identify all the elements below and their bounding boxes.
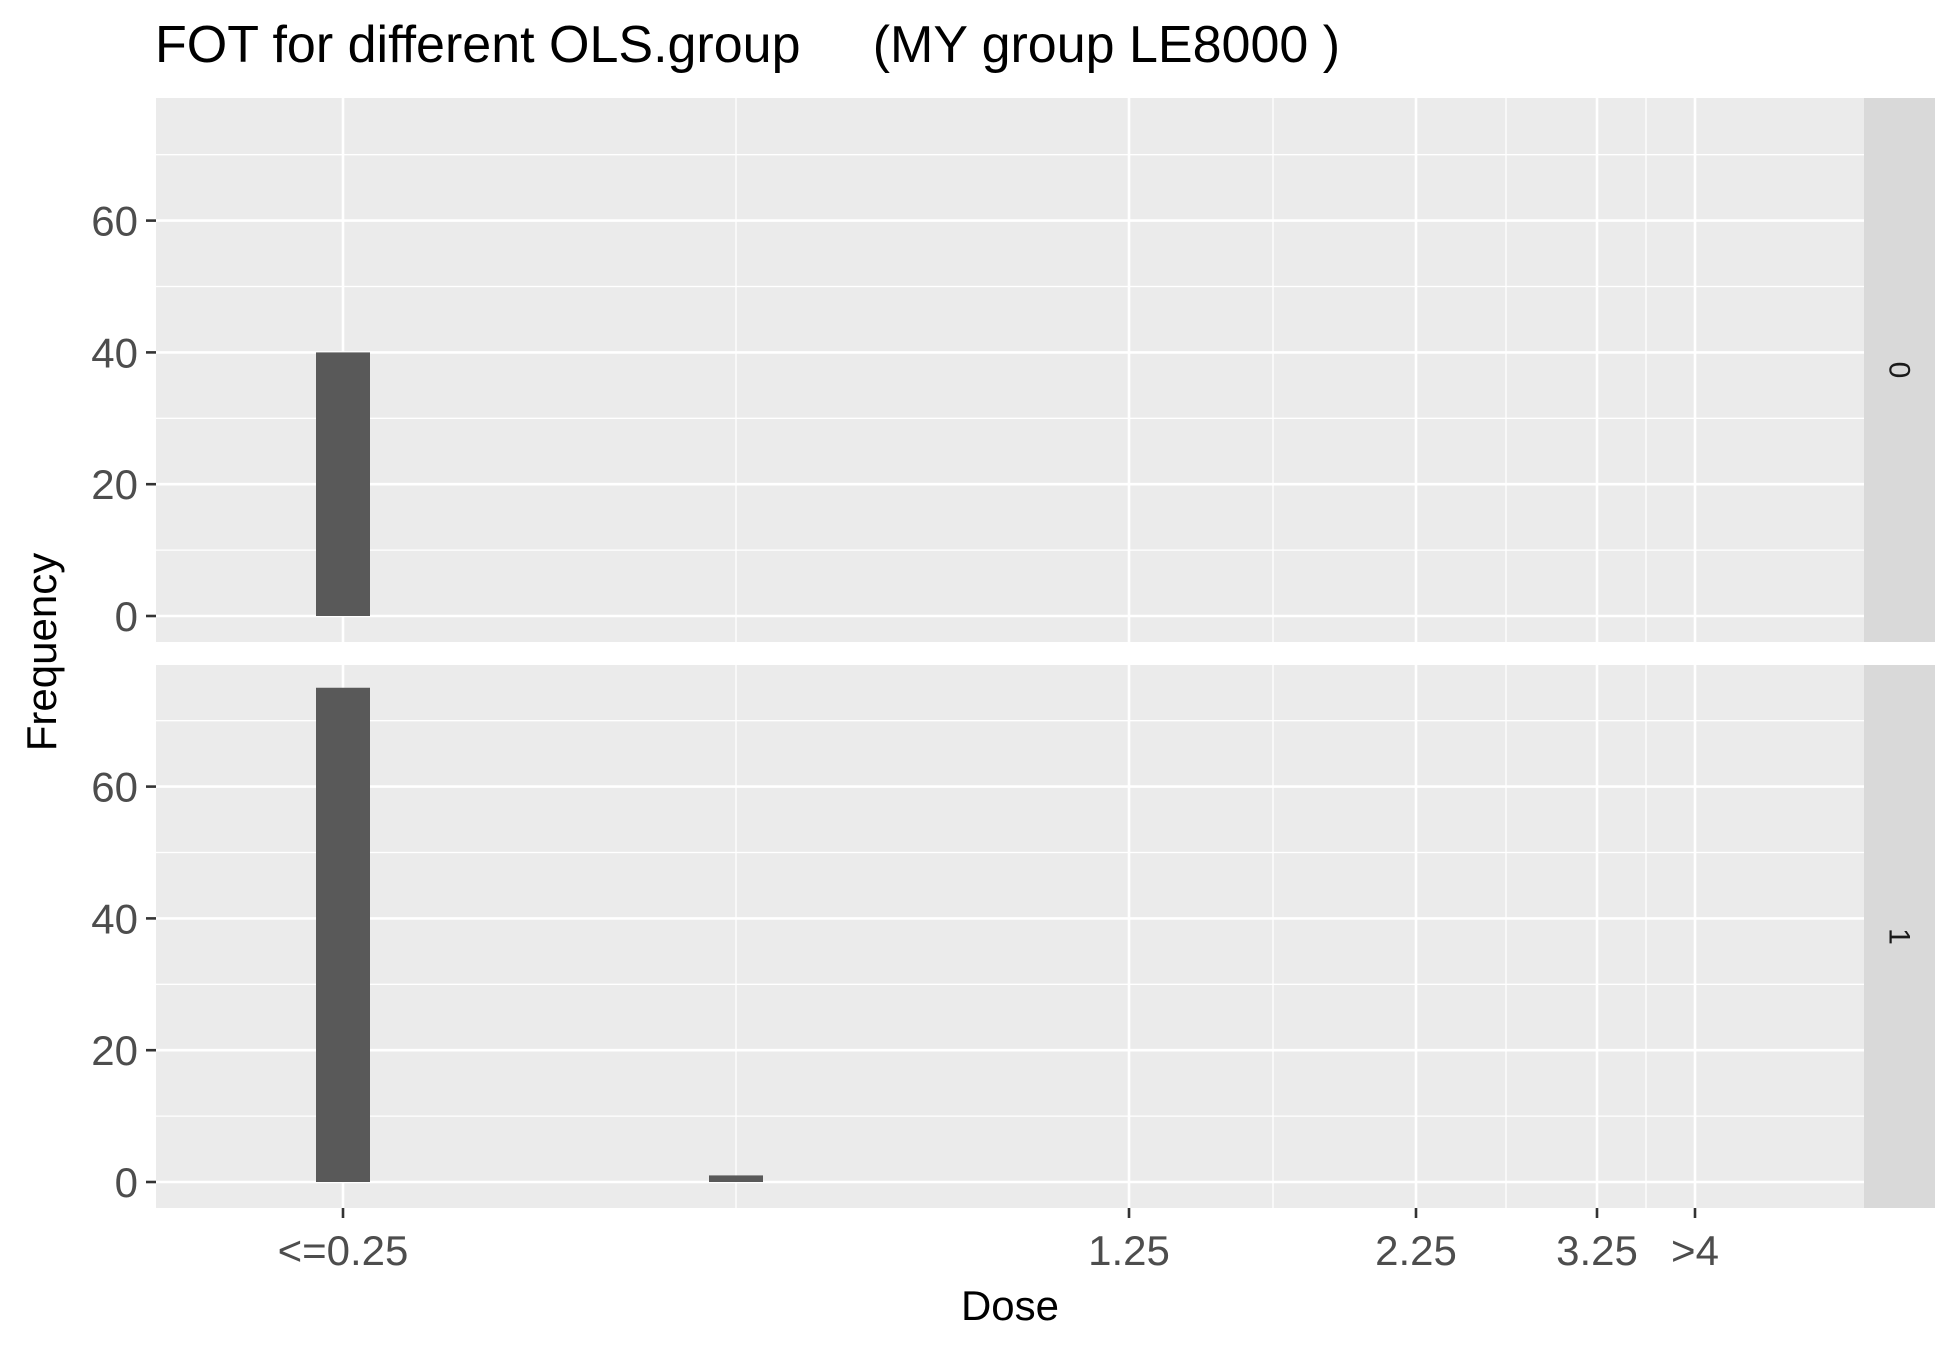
facet-panel-1: 0 20 40 60 1 <box>91 665 1935 1208</box>
y-tick-label: 20 <box>91 461 138 508</box>
x-axis-label: Dose <box>961 1282 1059 1329</box>
facet-panel-0: 0 20 40 60 0 <box>91 98 1935 642</box>
x-tick-label: 3.25 <box>1556 1227 1638 1274</box>
facet-strip <box>1864 665 1935 1208</box>
x-tick-label: 1.25 <box>1088 1227 1170 1274</box>
x-tick-label: 2.25 <box>1375 1227 1457 1274</box>
x-tick-label: <=0.25 <box>278 1227 409 1274</box>
y-tick-label: 0 <box>115 593 138 640</box>
y-tick-label: 20 <box>91 1027 138 1074</box>
histogram-bar <box>709 1175 763 1182</box>
y-axis-label: Frequency <box>18 553 65 751</box>
chart-title: FOT for different OLS.group (MY group LE… <box>155 16 1340 74</box>
histogram-bar <box>316 687 370 1182</box>
y-tick-label: 0 <box>115 1159 138 1206</box>
facet-strip-label: 1 <box>1883 928 1916 945</box>
y-tick-label: 60 <box>91 198 138 245</box>
y-tick-label: 40 <box>91 895 138 942</box>
y-tick-label: 60 <box>91 764 138 811</box>
facet-strip-label: 0 <box>1883 362 1916 379</box>
panel-background <box>156 665 1864 1208</box>
y-tick-label: 40 <box>91 329 138 376</box>
panel-background <box>156 98 1864 642</box>
x-axis: <=0.25 1.25 2.25 3.25 >4 <box>278 1208 1719 1274</box>
histogram-bar <box>316 352 370 616</box>
facet-strip <box>1864 98 1935 642</box>
facet-panels: 0 20 40 60 0 0 20 40 60 1 <box>91 98 1935 1208</box>
x-tick-label: >4 <box>1671 1227 1719 1274</box>
